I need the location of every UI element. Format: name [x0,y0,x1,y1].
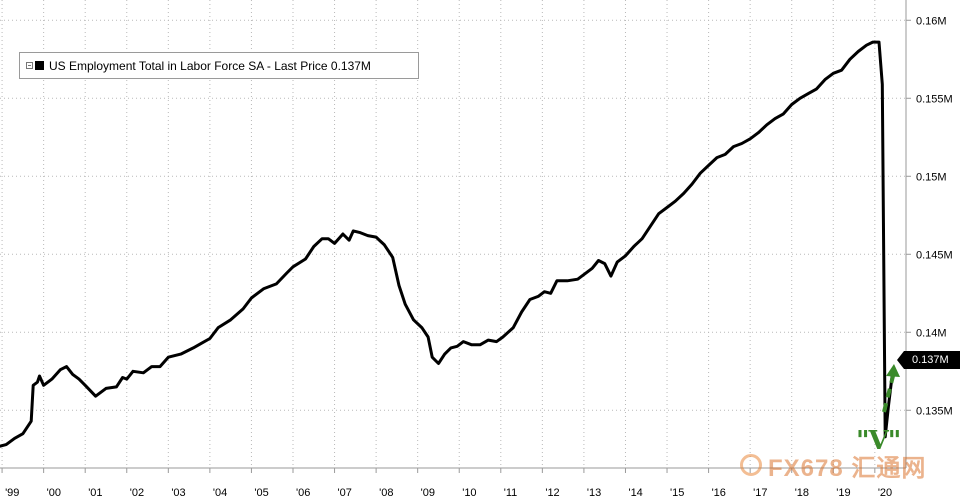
y-tick-label: 0.145M [916,249,953,261]
watermark: FX678 汇通网 [740,450,950,482]
x-tick-label: '01 [88,487,102,499]
x-tick-label: '06 [296,487,310,499]
x-tick-label: '02 [130,487,144,499]
y-tick-label: 0.135M [916,405,953,417]
x-tick-label: '11 [504,487,518,499]
x-tick-label: '04 [213,487,227,499]
watermark-logo-icon [740,454,762,476]
y-axis-ticks: 0.135M 0.14M 0.145M 0.15M 0.155M 0.16M [906,15,953,417]
x-tick-label: '18 [795,487,809,499]
y-tick-label: 0.14M [916,327,947,339]
x-tick-label: '12 [545,487,559,499]
x-tick-label: '99 [5,487,19,499]
chart-legend[interactable]: US Employment Total in Labor Force SA - … [19,52,419,79]
last-price-tag: 0.137M [897,351,960,369]
x-tick-label: '19 [836,487,850,499]
grid-lines [0,0,906,468]
x-axis-ticks: '99 '00 '01 '02 '03 '04 '05 '06 '07 '08 '09 '10 '11 '… [1,468,892,499]
rebound-arrow-icon [882,364,900,413]
x-tick-label: '14 [628,487,642,499]
collapse-box-icon[interactable] [26,62,33,69]
x-tick-label: '16 [712,487,726,499]
y-tick-label: 0.155M [916,93,953,105]
x-tick-label: '00 [47,487,61,499]
x-tick-label: '10 [462,487,476,499]
x-tick-label: '09 [421,487,435,499]
x-tick-label: '20 [878,487,892,499]
x-tick-label: '17 [753,487,767,499]
x-tick-label: '05 [254,487,268,499]
watermark-text: FX678 汇通网 [768,454,927,482]
x-tick-label: '08 [379,487,393,499]
legend-swatch [35,61,44,70]
x-tick-label: '13 [587,487,601,499]
series-line [0,40,894,448]
y-tick-label: 0.16M [916,15,947,27]
x-tick-label: '03 [171,487,185,499]
y-tick-label: 0.15M [916,171,947,183]
x-tick-label: '07 [338,487,352,499]
v-shape-annotation: "V" [856,426,901,456]
legend-label: US Employment Total in Labor Force SA - … [49,58,371,73]
x-tick-label: '15 [670,487,684,499]
